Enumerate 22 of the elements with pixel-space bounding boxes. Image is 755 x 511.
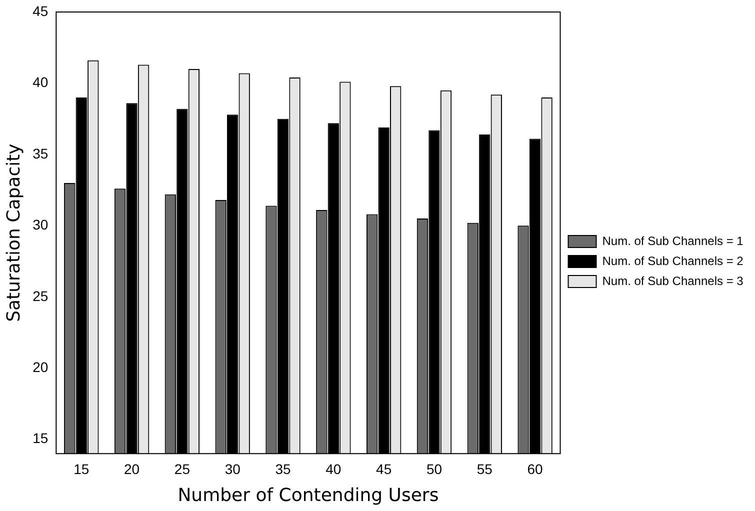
y-tick-label: 45 <box>32 2 48 19</box>
y-tick-label: 20 <box>32 358 48 375</box>
x-tick-label: 60 <box>527 460 544 477</box>
y-tick-label: 30 <box>32 216 48 233</box>
x-tick-label: 20 <box>124 460 140 477</box>
legend-label: Num. of Sub Channels = 3 <box>602 274 744 288</box>
x-tick-label: 35 <box>275 460 292 477</box>
x-tick-label: 30 <box>224 460 241 477</box>
x-tick-label: 50 <box>426 460 442 477</box>
y-tick-label: 15 <box>32 430 48 446</box>
legend-label: Num. of Sub Channels = 1 <box>602 234 744 248</box>
x-tick-label: 40 <box>326 460 342 477</box>
x-tick-label: 45 <box>376 460 392 477</box>
legend-label: Num. of Sub Channels = 2 <box>602 254 744 268</box>
y-tick-label: 40 <box>32 74 48 90</box>
x-tick-label: 15 <box>74 460 90 477</box>
y-axis-title: Saturation Capacity <box>3 143 24 322</box>
x-tick-label: 25 <box>174 460 190 477</box>
y-tick-label: 25 <box>32 288 48 304</box>
x-tick-label: 55 <box>476 460 493 477</box>
y-tick-label: 35 <box>32 145 48 162</box>
x-axis-title: Number of Contending Users <box>178 484 439 506</box>
